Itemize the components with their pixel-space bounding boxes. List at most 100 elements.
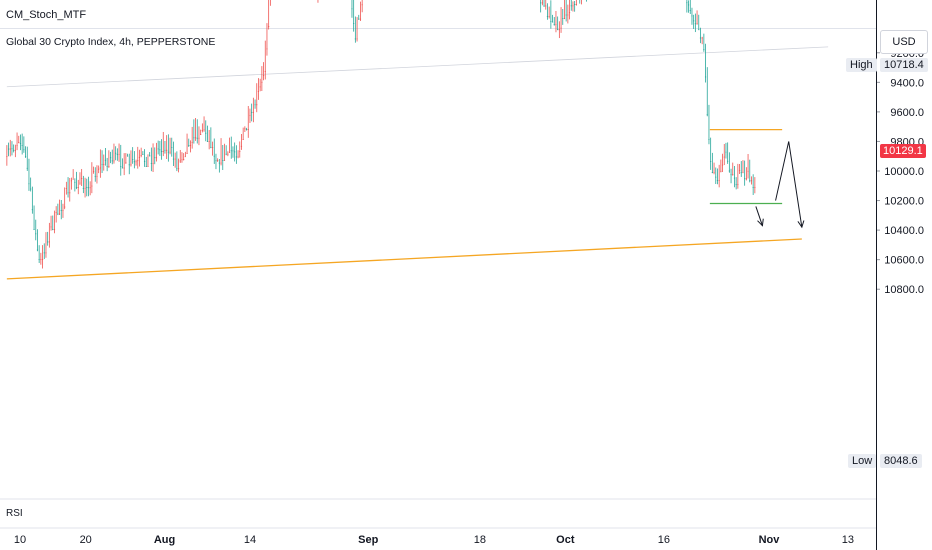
candle-body: [359, 18, 362, 20]
candle-body: [568, 12, 571, 14]
candle-body: [19, 143, 22, 144]
candle-body: [715, 176, 717, 178]
candle-body: [720, 170, 722, 172]
candle-body: [745, 178, 747, 180]
candle-body: [550, 21, 552, 22]
candle-body: [189, 145, 192, 146]
candle-body: [555, 24, 557, 26]
candle-body: [92, 171, 95, 173]
candle-body: [716, 180, 719, 181]
candle-body: [167, 151, 169, 153]
candle-body: [28, 183, 30, 185]
price-tick-label: 9600.0: [890, 107, 924, 119]
candle-body: [738, 169, 741, 171]
candle-body: [53, 229, 56, 230]
candle-body: [191, 142, 193, 143]
candle-body: [361, 4, 363, 6]
candle-body: [742, 172, 744, 174]
candle-body: [217, 160, 219, 162]
candle-body: [686, 2, 688, 4]
candle-body: [64, 206, 66, 208]
candle-body: [235, 156, 237, 158]
candle-body: [721, 164, 724, 166]
price-tick-label: 10400.0: [884, 225, 924, 237]
candle-body: [70, 180, 73, 182]
candle-body: [9, 148, 11, 150]
candle-body: [694, 23, 696, 25]
projection-path-2: [775, 141, 803, 228]
candle-body: [101, 163, 103, 165]
candle-body: [565, 14, 567, 16]
currency-button[interactable]: USD: [880, 30, 928, 54]
candle-body: [177, 168, 180, 170]
candle-body: [162, 151, 164, 152]
candle-body: [215, 160, 217, 162]
candle-body: [245, 129, 248, 130]
candle-body: [545, 5, 547, 7]
candle-body: [553, 24, 555, 26]
time-tick-label: Oct: [556, 534, 575, 546]
rsi-pane-label[interactable]: RSI: [6, 508, 23, 519]
candle-body: [252, 111, 254, 113]
candle-body: [704, 76, 707, 78]
price-tick-label: 10600.0: [884, 255, 924, 267]
candle-body: [133, 161, 135, 163]
candle-body: [13, 149, 15, 151]
candle-body: [14, 149, 16, 151]
candle-body: [696, 23, 698, 25]
candle-body: [718, 180, 720, 181]
indicator-title[interactable]: CM_Stoch_MTF: [6, 9, 87, 21]
candle-body: [140, 155, 142, 156]
candle-body: [176, 168, 178, 170]
time-tick-label: Nov: [759, 534, 781, 546]
candle-body: [166, 149, 168, 151]
candle-body: [77, 187, 79, 188]
candle-body: [94, 175, 96, 177]
candle-body: [563, 18, 566, 19]
candle-body: [116, 153, 118, 155]
candle-body: [744, 178, 746, 180]
candle-body: [701, 37, 703, 39]
candle-body: [259, 86, 261, 88]
high-value-badge: 10718.4: [880, 58, 928, 72]
candle-body: [239, 150, 241, 152]
time-tick-label: Sep: [358, 534, 378, 546]
candle-body: [115, 152, 117, 154]
trendline-grey: [6, 46, 829, 88]
candle-body: [251, 111, 253, 113]
candle-body: [145, 166, 147, 167]
candle-body: [727, 160, 729, 162]
last-price-badge: 10129.1: [880, 144, 926, 158]
candle-body: [543, 5, 545, 7]
candle-body: [113, 160, 115, 162]
candle-body: [86, 187, 88, 188]
candle-body: [268, 26, 270, 27]
candle-body: [58, 213, 61, 215]
candle-body: [240, 145, 243, 147]
candle-body: [541, 2, 543, 4]
candle-body: [174, 158, 176, 160]
candle-body: [201, 130, 203, 131]
candle-body: [708, 139, 710, 140]
candle-body: [16, 145, 18, 147]
candle-body: [205, 132, 207, 134]
candle-body: [6, 156, 8, 158]
candle-body: [128, 164, 130, 166]
candle-body: [247, 129, 249, 130]
symbol-title[interactable]: Global 30 Crypto Index, 4h, PEPPERSTONE: [6, 36, 216, 48]
candle-body: [143, 161, 146, 162]
candle-body: [540, 2, 542, 4]
candle-body: [706, 114, 708, 116]
candle-body: [96, 175, 98, 177]
candle-body: [698, 29, 700, 31]
candle-body: [75, 187, 78, 188]
candle-body: [218, 162, 220, 164]
candle-body: [24, 156, 27, 158]
candle-body: [257, 91, 260, 92]
candle-body: [358, 18, 360, 20]
candle-body: [740, 172, 742, 174]
candle-body: [232, 150, 234, 152]
candle-body: [356, 38, 358, 40]
candle-body: [171, 147, 173, 148]
